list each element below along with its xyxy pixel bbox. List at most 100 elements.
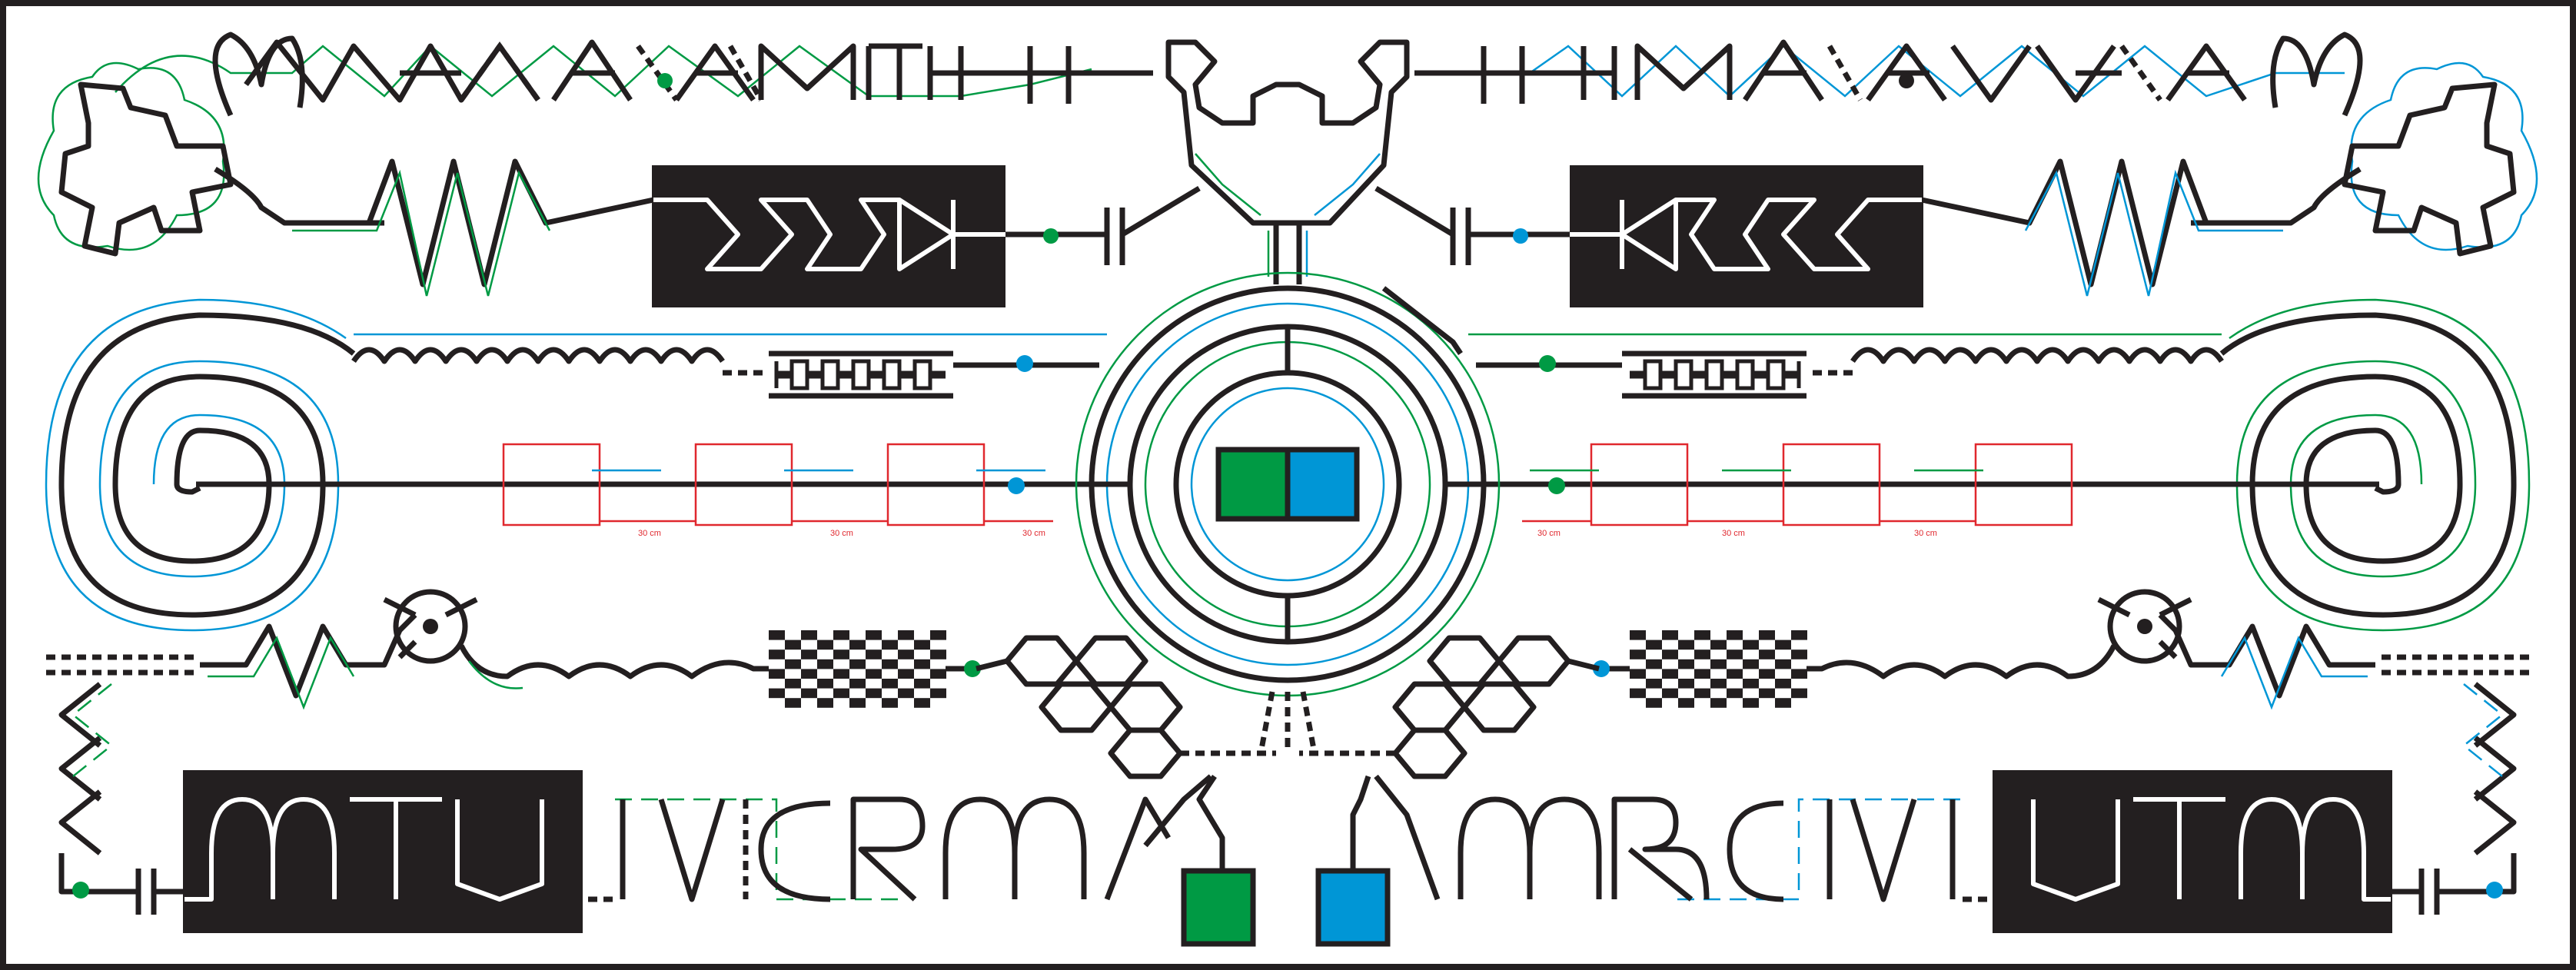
checker-cell [1775,639,1791,650]
checker-cell [1678,639,1694,650]
spacing-label: 30 cm [1722,529,1745,538]
panel-bottom-right [1993,770,2392,933]
checker-cell [1694,630,1710,640]
checker-cell [1710,679,1727,689]
checker-cell [833,649,849,659]
checker-cell [1646,639,1662,650]
checker-cell [1694,669,1710,679]
measurement-boxes-left: 30 cm 30 cm 30 cm [502,443,1053,538]
checker-cell [866,669,882,679]
checker-cell [769,649,785,659]
black-node-icon [1899,73,1914,88]
blue-terminal-icon [1008,477,1025,494]
checker-cell [1775,659,1791,669]
checkerboard-icon [1630,630,1807,708]
checker-cell [785,639,801,650]
checker-cell [769,688,785,699]
checker-cell [1630,688,1646,699]
spacing-label: 30 cm [830,529,853,538]
panel-bottom-left [183,770,583,933]
checker-cell [1710,659,1727,669]
blue-terminal-icon [1016,355,1033,372]
spacing-label: 30 cm [1537,529,1561,538]
zigzag-resistor-icon [1921,158,2291,297]
center-top-bracket [1165,39,1410,284]
green-terminal-icon [1548,477,1565,494]
chevron-stack-right [2391,682,2517,915]
checker-cell [785,659,801,669]
blue-terminal-icon [1513,228,1528,244]
checker-cell [769,630,785,640]
inductor-coil-icon [1468,333,2224,364]
checker-cell [1791,630,1807,640]
capacitor-icon [1104,185,1201,265]
checker-cell [1759,649,1775,659]
checker-cell [849,659,866,669]
checker-cell [1662,649,1678,659]
comb-capacitor-left [769,350,1099,399]
checker-cell [914,679,930,689]
hexagon-lattice-icon [976,635,1276,779]
checker-cell [1791,649,1807,659]
checker-cell [817,698,833,708]
checker-cell [1759,688,1775,699]
checker-cell [1759,669,1775,679]
diode-icon [653,198,1007,271]
checker-cell [817,659,833,669]
checker-cell [1678,698,1694,708]
checker-cell [1743,639,1759,650]
checker-cell [849,639,866,650]
checker-cell [914,698,930,708]
blue-terminal-block [1315,868,1391,947]
checker-cell [1743,659,1759,669]
lower-right-row [1807,589,2529,710]
green-terminal-icon [1043,228,1059,244]
checker-cell [914,639,930,650]
green-terminal-icon [657,73,673,88]
glyph-run-bottom-left [615,774,1225,902]
checker-cell [930,669,946,679]
lower-left-row [46,589,769,710]
checker-cell [1630,649,1646,659]
blue-terminal-icon [2486,882,2503,899]
checker-cell [898,669,914,679]
checker-cell [785,679,801,689]
checker-cell [801,630,817,640]
checker-cell [1791,688,1807,699]
checker-cell [1646,679,1662,689]
green-terminal-icon [1539,355,1556,372]
green-terminal-icon [964,660,981,677]
checker-cell [1727,649,1743,659]
checker-cell [785,698,801,708]
blue-block [1285,447,1360,522]
checker-cell [833,669,849,679]
measurement-boxes-right: 30 cm 30 cm 30 cm [1522,443,2073,538]
checker-cell [882,698,898,708]
checker-cell [898,630,914,640]
checker-cell [1727,630,1743,640]
zigzag-resistor-icon [284,158,654,297]
green-terminal-icon [72,882,89,899]
center-dashed-rays [1258,691,1318,754]
checker-cell [882,659,898,669]
checker-cell [930,649,946,659]
checker-cell [914,659,930,669]
checker-cell [1775,698,1791,708]
checker-cell [930,630,946,640]
checker-cell [930,688,946,699]
checker-cell [1775,679,1791,689]
checker-cell [1727,669,1743,679]
checker-cell [1694,688,1710,699]
gear-shape-right [2191,61,2538,257]
checker-cell [1743,679,1759,689]
top-left-glyph-run [115,32,1153,117]
checker-cell [1630,669,1646,679]
checker-cell [1646,659,1662,669]
checker-cell [817,639,833,650]
green-terminal-block [1181,868,1256,947]
inductor-coil-icon [351,333,1107,364]
checker-cell [1662,669,1678,679]
checker-cell [849,679,866,689]
